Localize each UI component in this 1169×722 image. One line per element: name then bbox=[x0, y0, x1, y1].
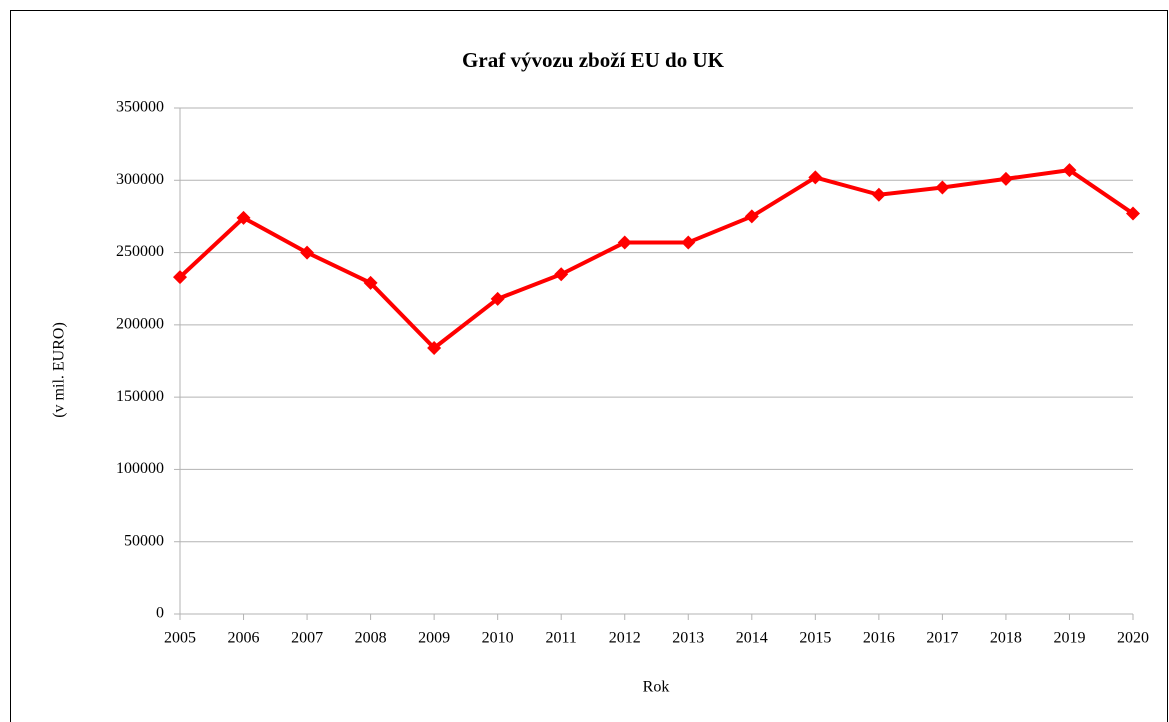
y-tick-label: 50000 bbox=[124, 532, 164, 549]
x-tick-label: 2009 bbox=[418, 630, 450, 647]
y-tick-label: 0 bbox=[156, 605, 164, 622]
chart-title: Graf vývozu zboží EU do UK bbox=[462, 48, 725, 72]
x-tick-label: 2007 bbox=[291, 630, 323, 647]
point bbox=[1062, 163, 1077, 178]
x-tick-label: 2020 bbox=[1117, 630, 1149, 647]
y-tick-label: 250000 bbox=[116, 243, 164, 260]
x-tick-label: 2016 bbox=[863, 630, 895, 647]
point bbox=[1126, 206, 1140, 221]
line-series bbox=[178, 168, 1135, 350]
point bbox=[617, 235, 632, 250]
point bbox=[554, 267, 569, 282]
y-tick-label: 200000 bbox=[116, 316, 164, 333]
x-tick-label: 2008 bbox=[355, 630, 387, 647]
x-tick-label: 2015 bbox=[799, 630, 831, 647]
point bbox=[871, 187, 886, 202]
y-tick-label: 150000 bbox=[116, 388, 164, 405]
y-tick-label: 100000 bbox=[116, 460, 164, 477]
x-tick-label: 2006 bbox=[228, 630, 260, 647]
y-tick-label: 300000 bbox=[116, 171, 164, 188]
y-tick-label: 350000 bbox=[116, 99, 164, 116]
point bbox=[236, 210, 251, 225]
point bbox=[363, 275, 378, 290]
point bbox=[998, 171, 1013, 186]
x-tick-label: 2014 bbox=[736, 630, 768, 647]
frame bbox=[10, 10, 1168, 722]
x-axis-label: Rok bbox=[643, 679, 670, 696]
x-tick-label: 2017 bbox=[926, 630, 958, 647]
x-tick-label: 2005 bbox=[164, 630, 196, 647]
point bbox=[300, 245, 315, 260]
x-tick-label: 2019 bbox=[1053, 630, 1085, 647]
point bbox=[427, 340, 442, 355]
x-tick-label: 2010 bbox=[482, 630, 514, 647]
point bbox=[490, 291, 505, 306]
point bbox=[681, 235, 696, 250]
point bbox=[935, 180, 950, 195]
y-axis-label: (v mil. EURO) bbox=[51, 322, 68, 418]
x-tick-label: 2018 bbox=[990, 630, 1022, 647]
point bbox=[173, 270, 187, 285]
point bbox=[808, 170, 823, 185]
x-tick-label: 2011 bbox=[545, 630, 576, 647]
point bbox=[744, 209, 759, 224]
x-tick-label: 2012 bbox=[609, 630, 641, 647]
x-tick-label: 2013 bbox=[672, 630, 704, 647]
